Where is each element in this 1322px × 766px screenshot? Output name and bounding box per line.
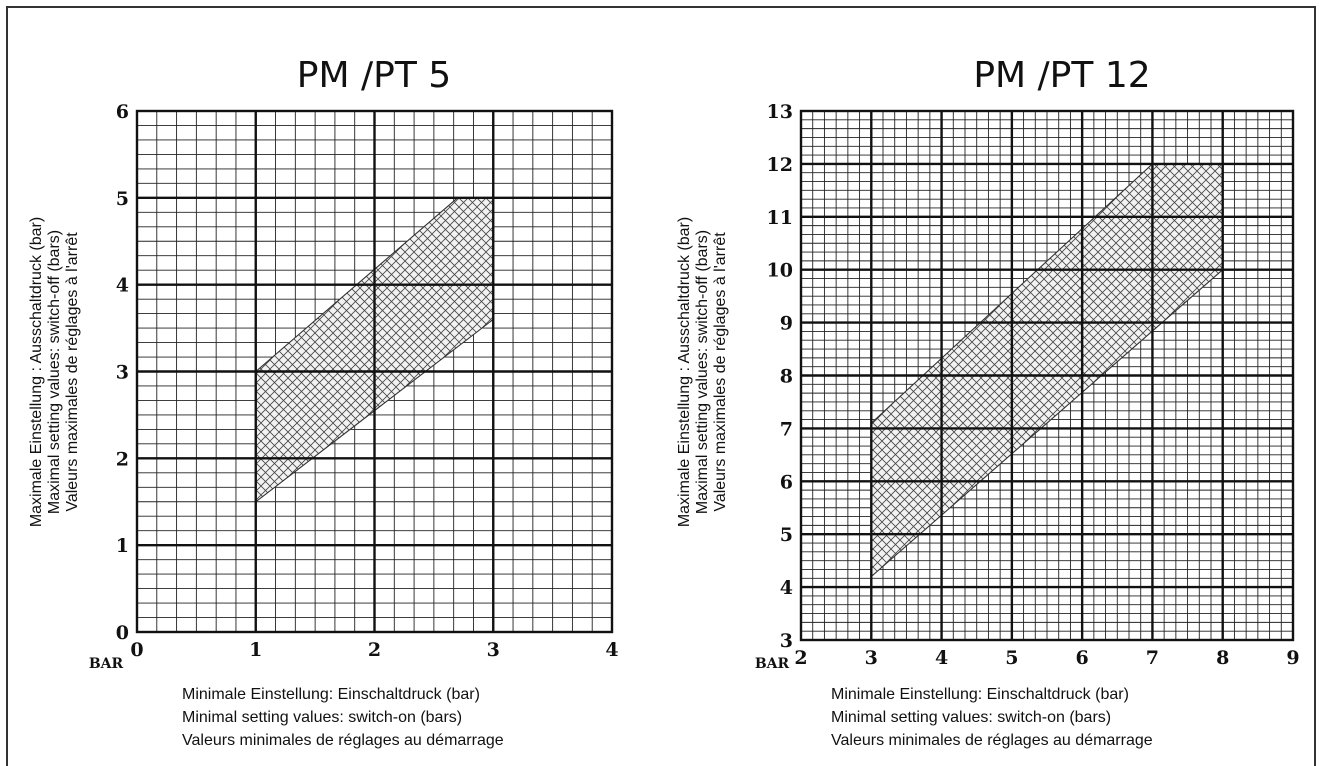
page-border <box>6 6 1316 766</box>
x-axis-label: Minimale Einstellung: Einschaltdruck (ba… <box>831 686 1153 749</box>
y-tick-label: 4 <box>780 577 793 599</box>
y-tick-label: 6 <box>116 101 129 123</box>
y-tick-label: 10 <box>767 260 793 282</box>
y-tick-labels: 0 1 2 3 4 5 6 <box>116 101 129 644</box>
x-tick-label: 3 <box>487 639 500 661</box>
y-tick-label: 0 <box>116 622 129 644</box>
y-tick-label: 1 <box>116 535 129 557</box>
unit-label: BAR <box>755 656 790 672</box>
y-tick-label: 3 <box>780 630 793 652</box>
x-tick-label: 4 <box>935 647 948 669</box>
x-tick-label: 7 <box>1146 647 1159 669</box>
x-axis-label-line-3: Valeurs minimales de réglages au démarra… <box>831 732 1153 749</box>
x-axis-label-line-2: Minimal setting values: switch-on (bars) <box>831 709 1111 726</box>
chart-pm-pt-5: PM /PT 5 BAR Maximale Einstellung : Auss… <box>28 55 619 749</box>
y-axis-label: Maximale Einstellung : Ausschaltdruck (b… <box>28 217 81 527</box>
x-tick-label: 2 <box>368 639 381 661</box>
x-axis-label-line-1: Minimale Einstellung: Einschaltdruck (ba… <box>831 686 1129 703</box>
x-tick-label: 5 <box>1005 647 1018 669</box>
y-tick-label: 13 <box>767 101 793 123</box>
x-tick-label: 3 <box>865 647 878 669</box>
y-tick-label: 5 <box>116 188 129 210</box>
y-tick-label: 12 <box>767 154 793 176</box>
y-axis-label-line-3: Valeurs maximales de réglages à l'arrêt <box>64 232 81 512</box>
chart-title: PM /PT 5 <box>297 55 451 96</box>
major-grid <box>137 111 612 632</box>
y-tick-label: 6 <box>780 471 793 493</box>
x-tick-label: 2 <box>794 647 807 669</box>
y-tick-label: 3 <box>116 362 129 384</box>
chart-pm-pt-12: PM /PT 12 BAR Maximale Einstellung : Aus… <box>676 55 1300 749</box>
y-tick-label: 2 <box>116 448 129 470</box>
x-tick-label: 1 <box>249 639 262 661</box>
y-tick-label: 8 <box>780 366 793 388</box>
y-tick-label: 7 <box>780 418 793 440</box>
x-axis-label-line-2: Minimal setting values: switch-on (bars) <box>182 709 462 726</box>
x-axis-label: Minimale Einstellung: Einschaltdruck (ba… <box>182 686 504 749</box>
y-axis-label: Maximale Einstellung : Ausschaltdruck (b… <box>676 217 729 527</box>
chart-title: PM /PT 12 <box>973 55 1150 96</box>
y-axis-label-line-3: Valeurs maximales de réglages à l'arrêt <box>712 232 729 512</box>
y-axis-label-line-1: Maximale Einstellung : Ausschaltdruck (b… <box>28 217 45 527</box>
y-tick-label: 5 <box>780 524 793 546</box>
plot-area <box>799 109 1295 642</box>
plot-frame <box>135 109 614 634</box>
y-axis-label-line-1: Maximale Einstellung : Ausschaltdruck (b… <box>676 217 693 527</box>
y-axis-label-line-2: Maximal setting values: switch-off (bars… <box>46 230 63 514</box>
y-tick-label: 11 <box>767 207 793 229</box>
major-grid <box>801 111 1293 640</box>
x-tick-labels: 0 1 2 3 4 <box>130 639 618 661</box>
x-axis-label-line-1: Minimale Einstellung: Einschaltdruck (ba… <box>182 686 480 703</box>
y-tick-label: 9 <box>780 313 793 335</box>
x-tick-label: 4 <box>605 639 618 661</box>
x-tick-label: 0 <box>130 639 143 661</box>
x-tick-label: 9 <box>1286 647 1299 669</box>
x-tick-labels: 2 3 4 5 6 7 8 9 <box>794 647 1299 669</box>
plot-frame <box>799 109 1295 642</box>
unit-label: BAR <box>89 656 124 672</box>
x-tick-label: 6 <box>1076 647 1089 669</box>
y-tick-labels: 3 4 5 6 7 8 9 10 11 12 13 <box>767 101 793 652</box>
x-tick-label: 8 <box>1216 647 1229 669</box>
y-axis-label-line-2: Maximal setting values: switch-off (bars… <box>694 230 711 514</box>
x-axis-label-line-3: Valeurs minimales de réglages au démarra… <box>182 732 504 749</box>
plot-area <box>135 109 614 634</box>
y-tick-label: 4 <box>116 275 129 297</box>
